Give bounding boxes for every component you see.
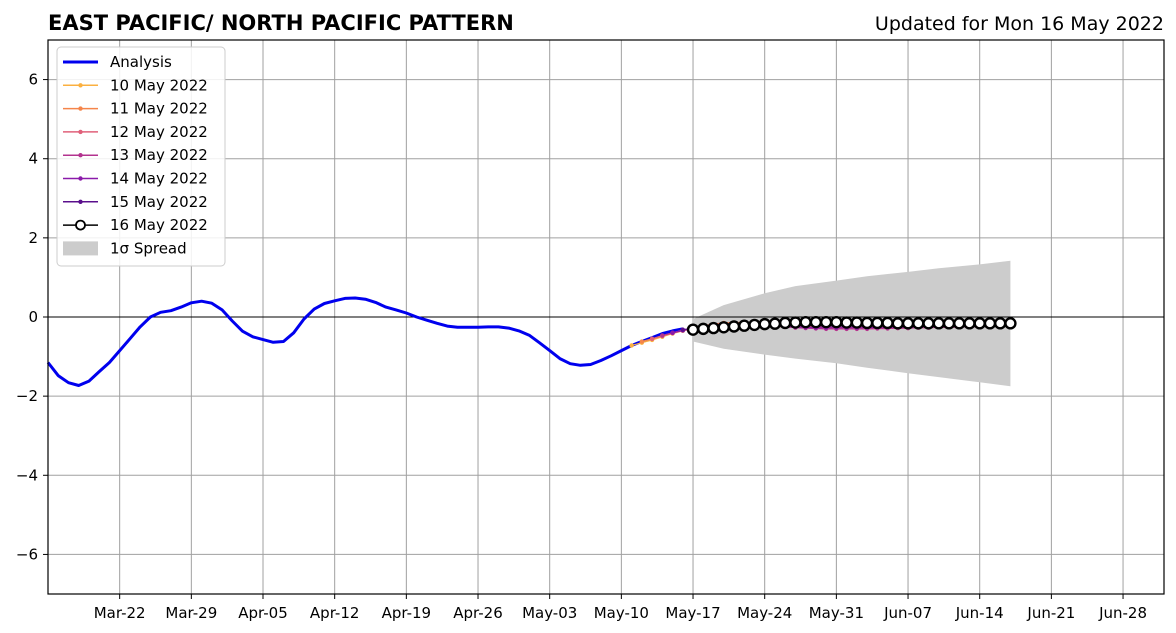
data-point	[670, 330, 675, 336]
legend-label: 12 May 2022	[110, 123, 208, 141]
data-point	[963, 317, 976, 330]
y-tick-label: 6	[28, 71, 38, 89]
series-7	[686, 315, 1017, 336]
data-point	[686, 323, 700, 336]
data-point	[1004, 317, 1017, 330]
data-point	[871, 316, 884, 330]
legend-swatch	[63, 241, 98, 256]
data-point	[881, 316, 894, 330]
legend: Analysis 10 May 2022 11 May 2022 12 May 202…	[56, 46, 226, 267]
data-point	[758, 317, 771, 331]
data-point	[983, 317, 997, 330]
series-layer	[46, 296, 1017, 387]
y-tick-label: 2	[28, 229, 38, 247]
x-tick-label: Jun-28	[1098, 604, 1147, 622]
data-point	[717, 321, 730, 334]
data-point	[901, 317, 915, 330]
chart-title: EAST PACIFIC/ NORTH PACIFIC PATTERN	[48, 11, 514, 35]
x-tick-label: Apr-12	[310, 604, 360, 622]
legend-marker	[78, 176, 83, 181]
legend-label: 14 May 2022	[110, 170, 208, 188]
y-tick-label: 4	[28, 150, 38, 168]
x-tick-label: May-24	[737, 604, 792, 622]
data-point	[993, 317, 1007, 330]
x-tick-label: Mar-22	[94, 604, 146, 622]
data-point	[799, 315, 812, 329]
x-tick-label: Jun-07	[883, 604, 932, 622]
y-tick-label: 0	[28, 308, 38, 326]
data-point	[649, 336, 655, 341]
legend-marker	[75, 219, 86, 231]
data-point	[809, 315, 823, 329]
y-axis-ticks: 6 4 2 0 −2 −4 −6	[16, 71, 48, 563]
data-point	[819, 315, 833, 329]
x-tick-label: Apr-05	[238, 604, 288, 622]
data-point	[660, 333, 665, 338]
legend-marker	[78, 106, 83, 111]
x-tick-label: May-31	[809, 604, 864, 622]
data-point	[942, 317, 956, 330]
analysis-line	[46, 296, 684, 387]
y-tick-label: −2	[16, 387, 38, 405]
data-point	[973, 317, 986, 330]
x-tick-label: Jun-14	[955, 604, 1004, 622]
x-tick-label: Mar-29	[165, 604, 217, 622]
data-point	[768, 317, 782, 330]
x-tick-label: Apr-19	[382, 604, 432, 622]
data-point	[680, 327, 685, 332]
legend-label: Analysis	[110, 53, 172, 71]
series-0	[46, 296, 684, 387]
data-point	[778, 316, 792, 330]
x-tick-label: May-17	[665, 604, 720, 622]
y-tick-label: −6	[16, 545, 38, 563]
data-point	[840, 316, 853, 329]
data-point	[912, 317, 925, 330]
chart-subtitle: Updated for Mon 16 May 2022	[875, 13, 1164, 35]
legend-label: 15 May 2022	[110, 193, 208, 211]
x-tick-label: May-03	[522, 604, 577, 622]
data-point	[860, 316, 874, 330]
legend-label: 13 May 2022	[110, 146, 208, 164]
data-point	[697, 322, 710, 336]
legend-marker	[78, 152, 83, 158]
x-axis-ticks: Mar-22 Mar-29 Apr-05 Apr-12 Apr-19 Apr-26 May-…	[94, 594, 1147, 622]
data-point	[850, 316, 864, 329]
legend-marker	[78, 199, 83, 204]
data-point	[891, 317, 904, 330]
legend-label: 1σ Spread	[110, 239, 187, 257]
legend-box	[56, 46, 226, 267]
legend-marker	[78, 129, 83, 135]
data-point	[789, 316, 802, 329]
x-tick-label: Apr-26	[453, 604, 503, 622]
legend-label: 16 May 2022	[110, 216, 208, 234]
data-point	[629, 343, 634, 348]
data-point	[707, 321, 720, 335]
legend-marker	[78, 83, 83, 88]
legend-label: 11 May 2022	[110, 100, 208, 118]
y-tick-label: −4	[16, 466, 38, 484]
data-point	[830, 315, 843, 329]
data-point	[748, 318, 761, 332]
data-point	[727, 320, 741, 333]
data-point	[738, 319, 751, 332]
data-point	[639, 339, 645, 344]
x-tick-label: Jun-21	[1026, 604, 1075, 622]
legend-label: 10 May 2022	[110, 76, 208, 94]
x-tick-label: May-10	[594, 604, 649, 622]
data-point	[922, 317, 935, 330]
data-point	[953, 317, 966, 330]
data-point	[932, 317, 945, 330]
